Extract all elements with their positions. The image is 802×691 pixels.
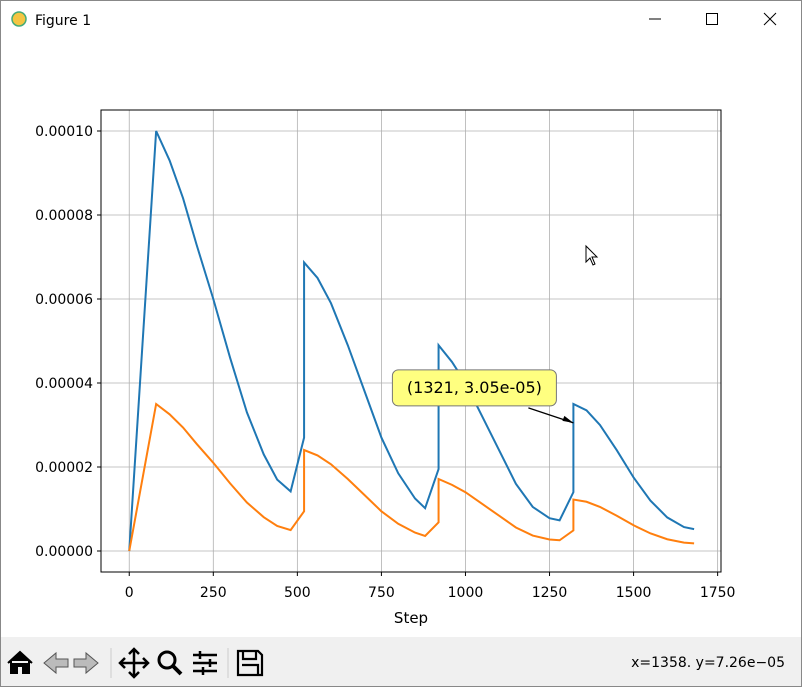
annotation-box [391, 369, 557, 407]
y-tick-label: 0.00006 [35, 292, 93, 308]
y-tick-label: 0.00010 [35, 124, 93, 140]
y-tick-label: 0.00004 [35, 376, 93, 392]
zoom-handle [171, 664, 183, 676]
pan-button[interactable] [118, 647, 150, 679]
maximize-button[interactable] [706, 13, 718, 25]
zoom-button[interactable] [157, 650, 183, 676]
annotation-text: (1321, 3.05e-05) [407, 378, 542, 397]
save-button[interactable] [236, 649, 264, 677]
status-text: x=1358. y=7.26e−05 [631, 655, 785, 671]
y-tick-label: 0.00008 [35, 208, 93, 224]
x-tick-label: 1500 [616, 585, 652, 601]
home-button[interactable] [7, 650, 33, 674]
x-tick-label: 1250 [532, 585, 568, 601]
toolbar: x=1358. y=7.26e−05 [1, 637, 801, 686]
close-button[interactable] [763, 12, 777, 26]
x-tick-label: 0 [125, 585, 134, 601]
back-button[interactable] [43, 651, 69, 675]
x-axis-label: Step [394, 609, 428, 627]
app-icon [11, 11, 27, 27]
forward-button[interactable] [73, 651, 99, 675]
axes-frame [100, 109, 722, 573]
zoom-lens [157, 650, 177, 670]
mouse-cursor [585, 244, 599, 266]
window-title: Figure 1 [35, 13, 91, 29]
x-tick-label: 1000 [448, 585, 484, 601]
configure-button[interactable] [193, 651, 217, 675]
y-tick-label: 0.00000 [35, 544, 93, 560]
series-line [128, 402, 695, 552]
annotation-arrowhead [562, 415, 574, 423]
x-tick-label: 500 [284, 585, 311, 601]
plot: 0 250 500 750 1000 1250 1500 1750 0.00000 0.00002… [35, 109, 736, 627]
x-tick-label: 750 [368, 585, 395, 601]
x-tick-label: 250 [200, 585, 227, 601]
y-tick-label: 0.00002 [35, 460, 93, 476]
series-line [128, 130, 695, 552]
title-bar: Figure 1 [11, 11, 777, 29]
x-tick-label: 1750 [700, 585, 736, 601]
